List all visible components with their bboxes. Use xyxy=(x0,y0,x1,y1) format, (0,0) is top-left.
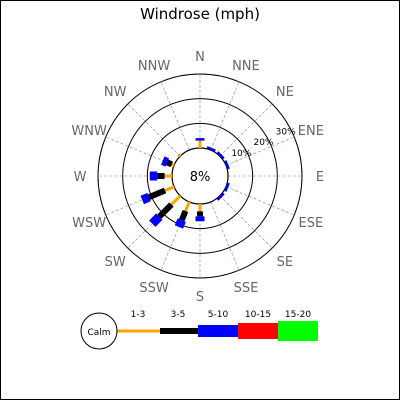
grid-ring xyxy=(122,98,278,254)
bar-WNW-1-3 xyxy=(171,162,175,167)
bar-WSW-3-5 xyxy=(147,187,167,200)
direction-label-WSW: WSW xyxy=(72,216,106,231)
calm-percentage: 8% xyxy=(190,170,211,185)
grid-ring xyxy=(146,122,254,230)
grid-spoke xyxy=(225,136,295,166)
bar-WSW-5-10 xyxy=(140,192,151,205)
grid-ring xyxy=(97,73,303,279)
grid-spoke xyxy=(210,81,240,151)
bar-SSW-3-5 xyxy=(178,209,189,222)
ring-label: 30% xyxy=(276,127,296,137)
grid-spoke xyxy=(219,103,273,157)
bar-ESE-5-10 xyxy=(224,182,230,192)
direction-label-NE: NE xyxy=(276,85,294,100)
direction-label-WNW: WNW xyxy=(71,124,107,139)
bar-SSW-5-10 xyxy=(174,218,186,229)
legend-label-5-10: 5-10 xyxy=(208,310,229,320)
legend-label-15-20: 15-20 xyxy=(285,310,311,320)
direction-label-SSE: SSE xyxy=(234,281,259,296)
legend-label-10-15: 10-15 xyxy=(245,310,271,320)
bar-NNE-5-10 xyxy=(206,146,216,152)
legend-calm-label: Calm xyxy=(87,328,110,338)
bar-WSW-1-3 xyxy=(164,185,175,192)
direction-label-ENE: ENE xyxy=(298,124,324,139)
legend: Calm 1-3 3-5 5-10 10-15 15-20 xyxy=(80,310,318,350)
direction-label-SE: SE xyxy=(277,255,293,270)
grid-spoke xyxy=(160,81,190,151)
bar-WNW-5-10 xyxy=(161,156,170,167)
ring-label: 10% xyxy=(231,149,251,159)
chart-title: Windrose (mph) xyxy=(140,5,260,23)
grid-spoke xyxy=(225,186,295,216)
direction-label-SW: SW xyxy=(105,255,126,270)
bar-NW-1-3 xyxy=(177,153,182,158)
bar-SW-3-5 xyxy=(157,202,174,219)
legend-swatch-15-20 xyxy=(278,321,318,341)
ring-label: 20% xyxy=(253,138,273,148)
bar-SW-5-10 xyxy=(149,213,163,227)
bar-ENE-5-10 xyxy=(224,160,230,170)
bar-SE-5-10 xyxy=(216,192,225,201)
bar-SW-1-3 xyxy=(170,194,182,206)
direction-label-N: N xyxy=(195,50,205,65)
bar-WNW-3-5 xyxy=(166,159,174,168)
legend-label-1-3: 1-3 xyxy=(131,310,146,320)
direction-label-NW: NW xyxy=(104,85,127,100)
direction-label-S: S xyxy=(196,290,204,305)
bar-NE-5-10 xyxy=(216,151,225,160)
labels-layer: N NNE NE ENE E ESE SE SSE S SSW SW WSW W WNW NW NNW 10%2… xyxy=(71,50,324,305)
legend-calm-circle xyxy=(80,312,118,350)
bars-layer xyxy=(140,138,230,229)
grid-spoke xyxy=(219,195,273,249)
direction-label-W: W xyxy=(74,170,87,185)
legend-swatch-10-15 xyxy=(238,323,278,339)
direction-label-E: E xyxy=(316,170,324,185)
bar-SSW-1-3 xyxy=(184,201,191,212)
grid-spoke xyxy=(210,201,240,271)
legend-swatch-5-10 xyxy=(198,325,238,337)
direction-label-ESE: ESE xyxy=(299,216,324,231)
direction-label-NNW: NNW xyxy=(138,59,170,74)
direction-label-SSW: SSW xyxy=(139,281,169,296)
grid-spoke xyxy=(127,103,181,157)
legend-label-3-5: 3-5 xyxy=(171,310,186,320)
legend-swatch-3-5 xyxy=(160,328,198,334)
grid-layer xyxy=(97,73,303,279)
direction-label-NNE: NNE xyxy=(232,59,260,74)
